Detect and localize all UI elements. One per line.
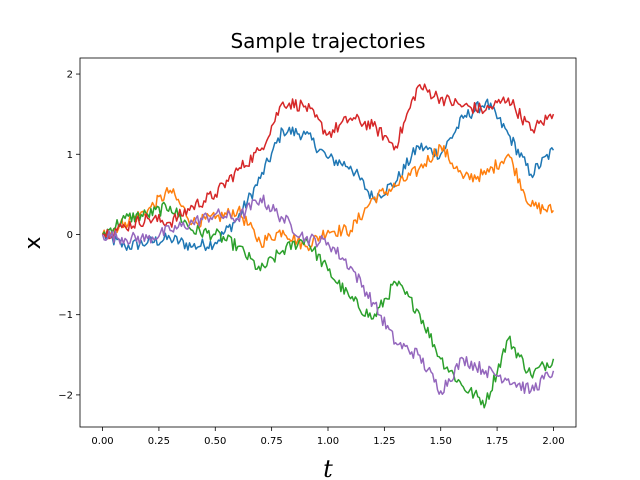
- x-tick-label: 0.00: [91, 436, 113, 447]
- y-axis-label: x: [21, 236, 46, 249]
- x-tick-label: 0.75: [261, 436, 283, 447]
- x-tick-label: 1.50: [430, 436, 452, 447]
- plot-area: [101, 83, 555, 409]
- y-tick-label: 0: [67, 230, 73, 241]
- x-tick-label: 2.00: [542, 436, 564, 447]
- y-tick-label: −2: [58, 390, 73, 401]
- x-tick-label: 0.50: [204, 436, 226, 447]
- y-tick-label: −1: [58, 310, 73, 321]
- x-axis-label: t: [323, 455, 333, 480]
- series-line-5: [101, 194, 555, 396]
- y-tick-label: 2: [67, 70, 73, 81]
- x-tick-label: 1.25: [373, 436, 395, 447]
- series-line-2: [101, 143, 555, 252]
- x-tick-label: 1.75: [486, 436, 508, 447]
- chart-title: Sample trajectories: [230, 29, 425, 53]
- y-tick-label: 1: [67, 150, 73, 161]
- axes: 0.00 0.25 0.50 0.75 1.00 1.25 1.50 1.75 2.00 −2 −1…: [58, 57, 577, 447]
- x-tick-label: 1.00: [317, 436, 339, 447]
- series-line-4: [102, 83, 555, 240]
- x-tick-label: 0.25: [148, 436, 170, 447]
- series-line-3: [101, 201, 555, 409]
